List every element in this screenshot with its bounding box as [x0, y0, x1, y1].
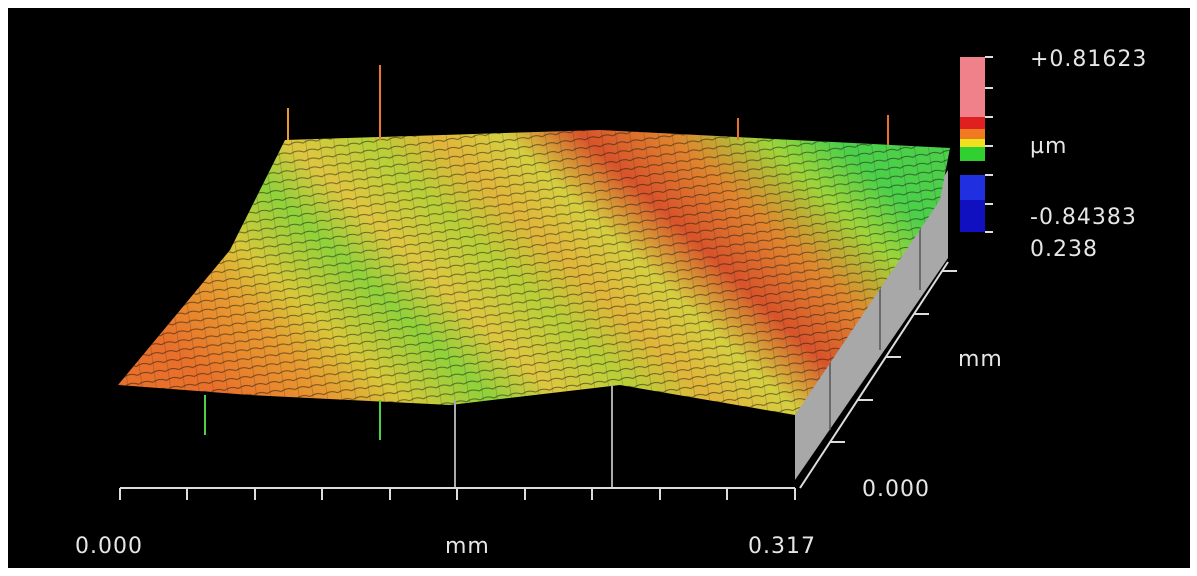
y-axis-unit: mm [958, 347, 1003, 372]
colorbar [960, 56, 993, 233]
surface-mesh [118, 130, 950, 415]
x-axis [119, 487, 796, 500]
x-axis-max: 0.317 [748, 534, 816, 559]
colorbar-min: -0.84383 [1030, 205, 1137, 230]
side-wall [795, 170, 948, 480]
colorbar-max: +0.81623 [1030, 47, 1147, 72]
y-axis [799, 261, 957, 489]
y-axis-min: 0.000 [862, 477, 930, 502]
x-axis-min: 0.000 [75, 534, 143, 559]
x-axis-unit: mm [445, 534, 490, 559]
y-axis-max: 0.238 [1030, 237, 1098, 262]
spikes [204, 65, 889, 488]
colorbar-unit: µm [1030, 134, 1067, 159]
